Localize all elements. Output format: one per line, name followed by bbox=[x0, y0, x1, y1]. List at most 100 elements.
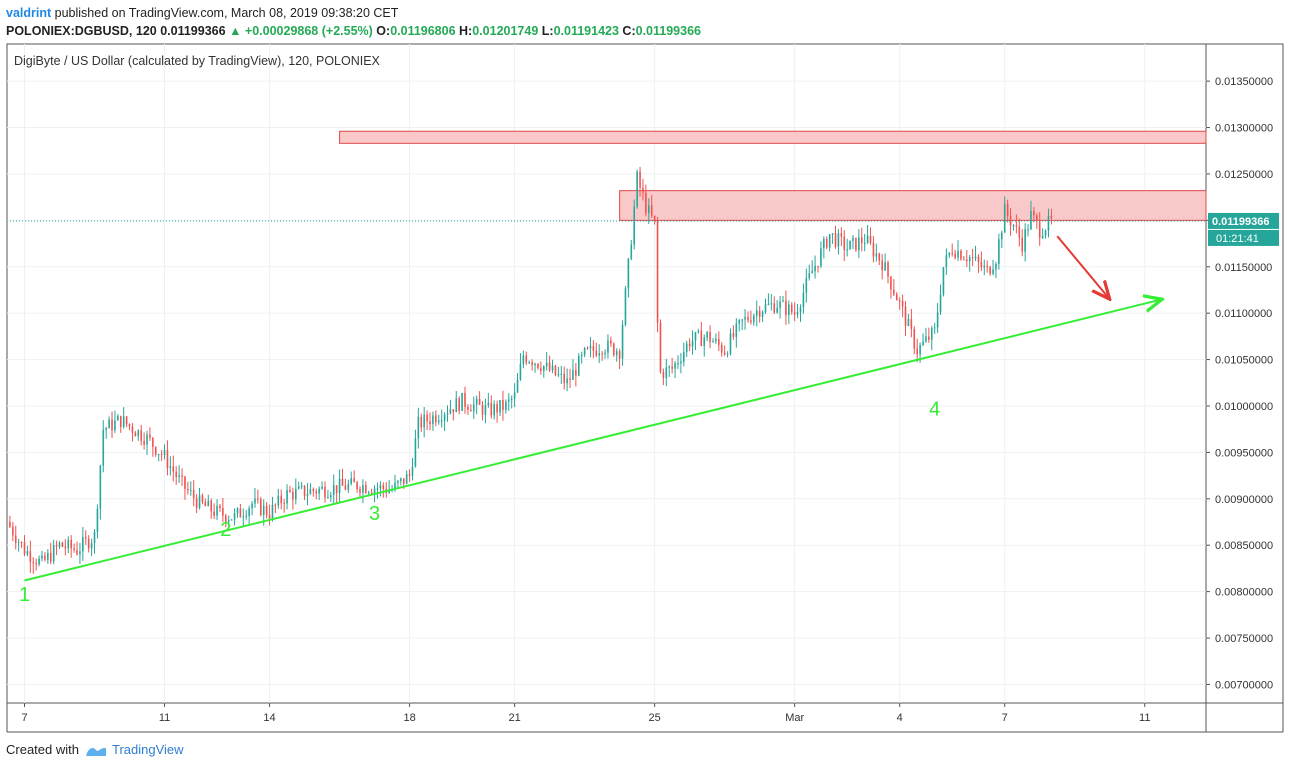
candle-body bbox=[522, 355, 525, 365]
candle-body bbox=[248, 508, 250, 516]
candle-body bbox=[400, 478, 402, 482]
projected-down-arrow bbox=[1056, 235, 1110, 299]
candle-body bbox=[20, 542, 23, 544]
candle-body bbox=[674, 363, 676, 369]
candle-body bbox=[82, 537, 84, 552]
tradingview-brand-link[interactable]: TradingView bbox=[112, 742, 184, 757]
candle-body bbox=[639, 171, 641, 188]
candle-body bbox=[341, 478, 344, 486]
candle-body bbox=[1018, 226, 1021, 238]
candle-body bbox=[464, 393, 466, 407]
author-link[interactable]: valdrint bbox=[6, 6, 52, 20]
close-label: C: bbox=[622, 24, 636, 38]
candle-body bbox=[245, 515, 248, 517]
candle-body bbox=[601, 353, 603, 355]
candle-body bbox=[624, 288, 627, 325]
candle-body bbox=[863, 242, 866, 244]
candle-body bbox=[799, 307, 802, 313]
candle-body bbox=[169, 466, 172, 469]
y-tick-label: 0.01350000 bbox=[1215, 76, 1273, 88]
y-tick-label: 0.01000000 bbox=[1215, 401, 1273, 413]
candle-body bbox=[642, 187, 644, 193]
candle-body bbox=[528, 362, 530, 364]
candle-body bbox=[128, 424, 131, 427]
candle-body bbox=[545, 362, 548, 367]
touch-label: 4 bbox=[929, 398, 940, 420]
candle-body bbox=[688, 343, 691, 347]
candle-body bbox=[1012, 225, 1015, 227]
candle-body bbox=[834, 233, 837, 247]
candle-body bbox=[274, 504, 277, 506]
y-tick-label: 0.00950000 bbox=[1215, 447, 1273, 459]
candle-body bbox=[41, 555, 43, 559]
candle-body bbox=[300, 485, 303, 487]
candle-body bbox=[1047, 215, 1050, 231]
candle-body bbox=[119, 415, 122, 427]
candle-body bbox=[542, 366, 545, 371]
close-value: 0.01199366 bbox=[635, 24, 701, 38]
x-tick-label: 4 bbox=[897, 712, 903, 724]
candle-body bbox=[814, 265, 816, 272]
candle-body bbox=[93, 531, 96, 544]
candle-body bbox=[758, 310, 761, 317]
candle-body bbox=[192, 489, 195, 499]
candle-body bbox=[423, 414, 425, 428]
candle-body bbox=[105, 428, 107, 430]
candle-body bbox=[715, 338, 717, 342]
candle-body bbox=[971, 257, 974, 259]
candle-body bbox=[435, 415, 437, 423]
y-tick-label: 0.00750000 bbox=[1215, 633, 1273, 645]
candle-body bbox=[1050, 215, 1053, 219]
candle-body bbox=[566, 378, 568, 384]
candle-body bbox=[945, 255, 948, 268]
candle-body bbox=[968, 257, 971, 262]
candle-body bbox=[143, 440, 145, 445]
candle-body bbox=[898, 300, 901, 302]
candle-body bbox=[788, 304, 790, 316]
candle-body bbox=[1003, 203, 1006, 233]
candle-body bbox=[907, 319, 910, 326]
candle-body bbox=[195, 498, 198, 508]
candle-body bbox=[23, 542, 26, 555]
candle-body bbox=[405, 474, 408, 484]
candle-body bbox=[499, 400, 501, 413]
candle-body bbox=[487, 402, 490, 406]
candle-body bbox=[262, 505, 265, 515]
candle-body bbox=[350, 478, 353, 484]
candle-body bbox=[420, 416, 423, 428]
candle-body bbox=[373, 488, 376, 494]
candle-body bbox=[137, 430, 140, 437]
candle-body bbox=[154, 447, 157, 455]
candle-body bbox=[152, 437, 154, 448]
candle-body bbox=[843, 236, 846, 251]
y-tick-label: 0.00900000 bbox=[1215, 494, 1273, 506]
candle-body bbox=[318, 488, 320, 494]
ohlc-legend: POLONIEX:DGBUSD, 120 0.01199366 ▲ +0.000… bbox=[6, 22, 701, 40]
candle-body bbox=[437, 420, 440, 423]
candle-body bbox=[610, 340, 612, 344]
candle-body bbox=[577, 356, 580, 376]
candle-body bbox=[866, 235, 869, 243]
candle-body bbox=[1044, 230, 1047, 236]
candle-body bbox=[204, 502, 207, 507]
candle-body bbox=[575, 370, 577, 376]
candle-body bbox=[443, 414, 446, 421]
candle-body bbox=[884, 262, 886, 271]
candle-body bbox=[846, 249, 848, 251]
low-value: 0.01191423 bbox=[553, 24, 619, 38]
candle-body bbox=[712, 341, 714, 343]
candle-body bbox=[467, 406, 469, 410]
candle-body bbox=[723, 352, 726, 355]
resistance-zones bbox=[339, 130, 1207, 221]
candle-body bbox=[589, 346, 592, 349]
candle-body bbox=[627, 258, 630, 289]
candle-body bbox=[175, 471, 178, 478]
candle-body bbox=[283, 503, 285, 505]
candle-body bbox=[230, 519, 233, 521]
candle-body bbox=[219, 505, 221, 508]
candle-body bbox=[76, 549, 78, 555]
candle-body bbox=[452, 409, 455, 413]
candle-body bbox=[496, 404, 498, 413]
candle-body bbox=[490, 402, 493, 416]
